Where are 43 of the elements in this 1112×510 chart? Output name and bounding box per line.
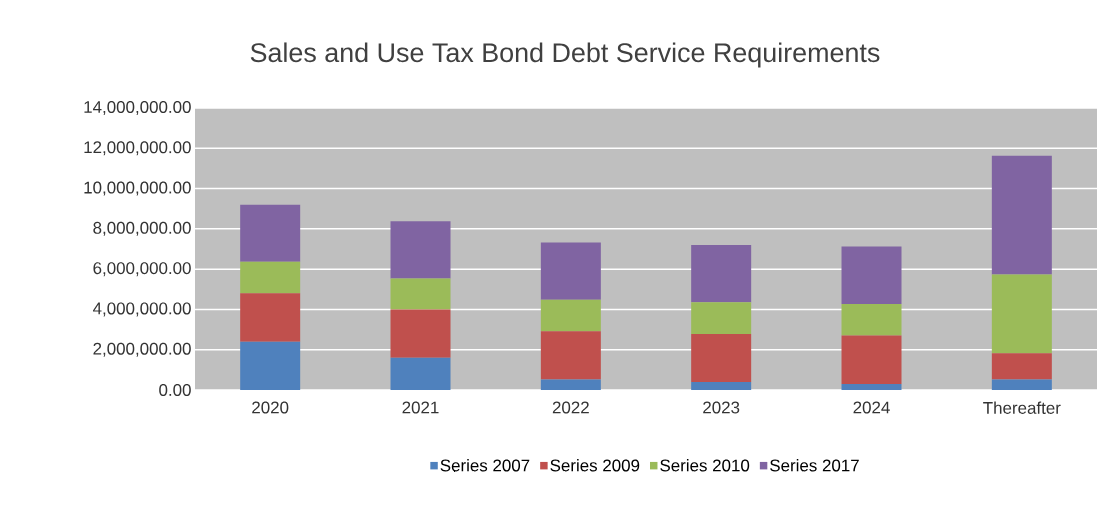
bar: [691, 302, 752, 334]
bar: [991, 353, 1052, 380]
bar: [991, 274, 1052, 354]
bar: [691, 333, 752, 382]
bar: [991, 379, 1052, 390]
bar: [691, 381, 752, 390]
bar: [841, 246, 902, 304]
x-tick-label: 2023: [703, 401, 740, 414]
bar: [240, 261, 301, 294]
x-tick-label: 2020: [252, 401, 289, 414]
bar: [540, 331, 601, 380]
bar: [540, 242, 601, 300]
x-tick-label: Thereafter: [983, 401, 1061, 414]
bar: [390, 278, 451, 310]
y-tick-label: 6,000,000.00: [93, 262, 191, 277]
y-tick-label: 12,000,000.00: [84, 141, 191, 156]
legend-label: Series 2010: [660, 459, 750, 472]
y-tick-label: 14,000,000.00: [84, 100, 191, 115]
bar: [841, 383, 902, 390]
y-tick-label: 2,000,000.00: [93, 342, 191, 357]
bar: [390, 309, 451, 358]
bar: [691, 244, 752, 303]
bar: [540, 299, 601, 332]
legend-label: Series 2017: [770, 459, 859, 472]
bar: [841, 335, 902, 384]
legend-label: Series 2007: [440, 459, 530, 472]
x-tick-label: 2024: [853, 401, 890, 414]
y-tick-label: 10,000,000.00: [84, 181, 191, 196]
y-tick-label: 0.00: [159, 383, 191, 396]
bar: [841, 303, 902, 336]
bar: [240, 341, 301, 390]
bar: [390, 357, 451, 390]
x-tick-label: 2022: [552, 401, 589, 414]
legend-label: Series 2009: [550, 459, 640, 472]
y-tick-label: 8,000,000.00: [93, 221, 191, 236]
bar: [240, 204, 301, 262]
y-tick-label: 4,000,000.00: [92, 302, 191, 317]
chart-title: Sales and Use Tax Bond Debt Service Requirements: [250, 42, 880, 68]
bar: [540, 379, 601, 390]
bar: [390, 221, 451, 279]
bar: [240, 293, 301, 342]
x-tick-label: 2021: [402, 401, 439, 414]
bar: [991, 155, 1052, 275]
